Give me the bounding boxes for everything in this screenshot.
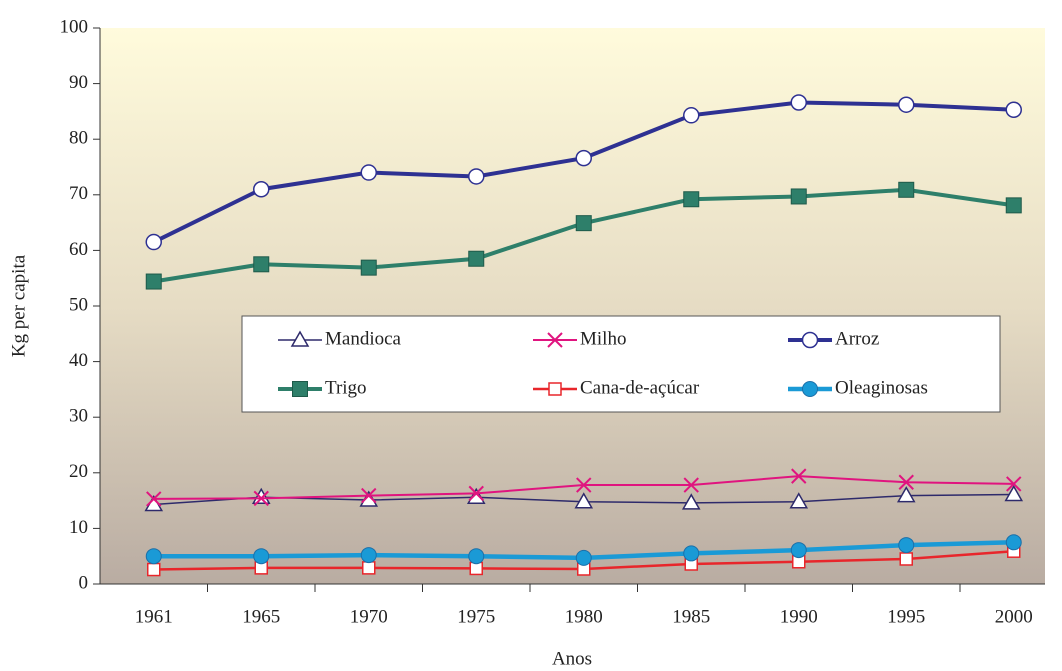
legend-label: Oleaginosas	[835, 377, 928, 398]
marker	[899, 552, 913, 566]
marker	[898, 474, 914, 490]
marker	[791, 468, 807, 484]
x-tick-label: 1985	[672, 606, 710, 627]
marker	[681, 493, 701, 510]
marker	[1005, 101, 1022, 118]
legend-box	[241, 315, 1001, 413]
marker	[790, 542, 807, 559]
marker	[898, 181, 915, 198]
y-tick-label: 90	[69, 72, 88, 93]
marker	[468, 250, 485, 267]
marker	[253, 490, 269, 507]
marker	[468, 548, 485, 565]
marker	[790, 94, 807, 111]
legend-label: Mandioca	[325, 328, 402, 349]
marker	[575, 215, 592, 232]
marker	[360, 259, 377, 276]
legend: Mandioca Milho Arroz Trigo Cana-de-açúcar Ole…	[241, 315, 1001, 413]
x-tick-label: 1995	[887, 606, 925, 627]
marker	[361, 487, 377, 504]
marker	[576, 477, 592, 493]
x-tick-label: 1990	[780, 606, 818, 627]
marker	[1004, 484, 1024, 502]
marker	[1005, 197, 1022, 214]
y-tick-label: 80	[69, 128, 88, 149]
marker	[898, 537, 915, 554]
y-tick-label: 0	[79, 572, 89, 593]
legend-marker	[290, 330, 310, 347]
marker	[683, 191, 700, 208]
marker	[360, 547, 377, 564]
y-tick-label: 50	[69, 294, 88, 315]
legend-marker	[292, 381, 308, 397]
plot-area	[100, 28, 1045, 584]
legend-marker	[802, 381, 818, 397]
marker	[683, 107, 700, 124]
marker	[469, 561, 483, 576]
marker	[1005, 534, 1022, 551]
marker	[362, 561, 376, 575]
y-tick-label: 60	[69, 239, 88, 260]
y-tick-label: 20	[69, 461, 88, 482]
series	[145, 534, 1022, 566]
y-tick-label: 10	[69, 517, 88, 538]
marker	[253, 256, 270, 273]
legend-marker	[548, 382, 562, 396]
x-tick-label: 2000	[995, 606, 1033, 627]
legend-label: Arroz	[835, 328, 879, 349]
legend-label: Cana-de-açúcar	[580, 377, 700, 398]
x-tick-label: 1970	[350, 606, 388, 627]
legend-label: Trigo	[325, 377, 367, 398]
series	[145, 181, 1022, 290]
x-tick-label: 1980	[565, 606, 603, 627]
marker	[468, 485, 484, 502]
marker	[683, 545, 700, 562]
marker	[898, 96, 915, 113]
marker	[468, 168, 485, 185]
marker	[147, 562, 161, 577]
y-tick-label: 70	[69, 183, 88, 204]
marker	[253, 180, 270, 198]
marker	[253, 548, 270, 565]
x-tick-label: 1975	[457, 606, 495, 627]
y-tick-label: 100	[60, 16, 89, 37]
marker	[575, 549, 592, 566]
y-tick-label: 40	[69, 350, 88, 371]
marker	[574, 492, 594, 509]
marker	[360, 164, 377, 181]
x-tick-label: 1961	[135, 606, 173, 627]
marker	[575, 149, 592, 167]
series	[145, 94, 1022, 251]
marker	[789, 492, 809, 509]
y-axis-label: Kg per capita	[8, 254, 29, 357]
marker	[790, 188, 807, 205]
y-tick-label: 30	[69, 406, 88, 427]
marker	[251, 487, 271, 505]
marker	[145, 233, 162, 251]
marker	[146, 491, 162, 507]
marker	[1006, 476, 1022, 492]
x-tick-label: 1965	[242, 606, 280, 627]
marker	[145, 548, 162, 565]
marker	[145, 273, 162, 290]
legend-marker	[547, 332, 563, 348]
legend-marker	[801, 331, 819, 349]
legend-label: Milho	[580, 328, 626, 349]
marker	[896, 486, 916, 503]
series	[146, 468, 1022, 507]
marker	[683, 477, 699, 493]
x-axis-label: Anos	[552, 648, 592, 669]
